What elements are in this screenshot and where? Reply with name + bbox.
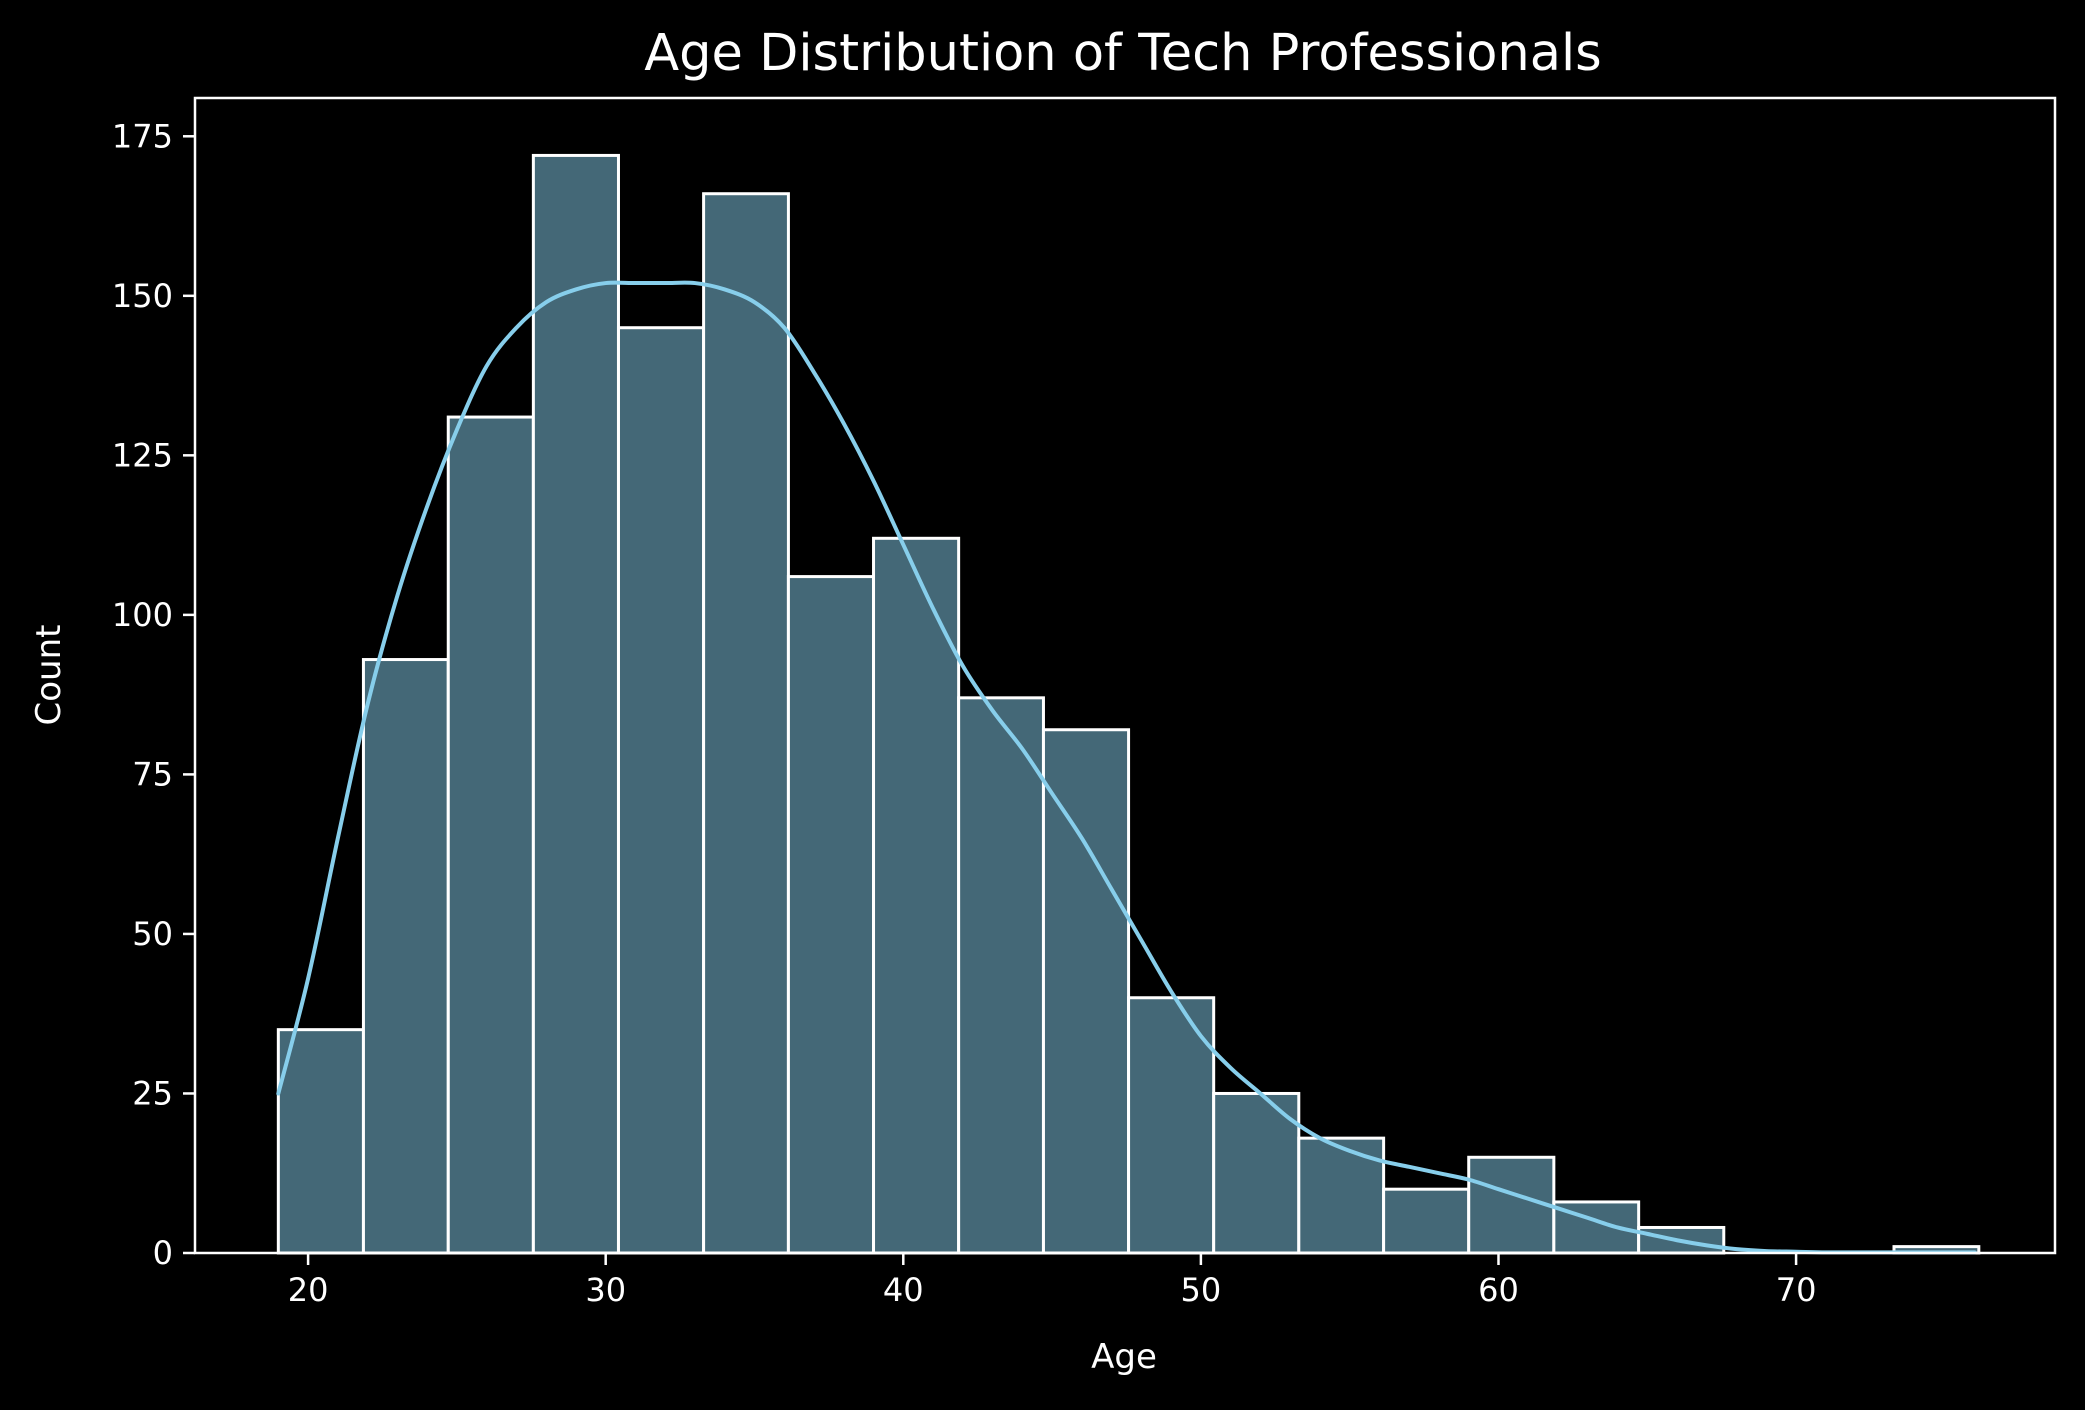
histogram-bar-3 bbox=[531, 153, 620, 1255]
x-tick-label-70: 70 bbox=[1776, 1271, 1817, 1309]
histogram-bar-0 bbox=[276, 1028, 365, 1255]
histogram-bar-9 bbox=[1041, 728, 1131, 1255]
y-tick-label-100: 100 bbox=[112, 596, 173, 634]
x-tick-label-60: 60 bbox=[1478, 1271, 1519, 1309]
y-tick-label-25: 25 bbox=[132, 1074, 173, 1112]
y-axis-ticks: 0 25 50 75 100 125 150 175 bbox=[112, 117, 195, 1272]
histogram-bar-2 bbox=[446, 415, 535, 1255]
histogram-bar-6 bbox=[786, 575, 876, 1255]
x-tick-label-40: 40 bbox=[883, 1271, 924, 1309]
histogram-bar-1 bbox=[361, 658, 450, 1255]
y-tick-label-50: 50 bbox=[132, 915, 173, 953]
y-tick-label-150: 150 bbox=[112, 277, 173, 315]
x-tick-label-30: 30 bbox=[585, 1271, 626, 1309]
x-tick-label-50: 50 bbox=[1181, 1271, 1222, 1309]
histogram-bar-11 bbox=[1212, 1091, 1301, 1255]
histogram-bar-8 bbox=[957, 696, 1045, 1255]
y-tick-label-125: 125 bbox=[112, 436, 173, 474]
histogram-bar-7 bbox=[872, 536, 961, 1255]
y-tick-label-175: 175 bbox=[112, 117, 173, 155]
histogram-bars bbox=[276, 153, 1981, 1255]
kde-curve bbox=[276, 280, 1977, 1255]
chart-title: Age Distribution of Tech Professionals bbox=[644, 24, 1601, 83]
histogram-bar-12 bbox=[1297, 1136, 1386, 1255]
plot-frame bbox=[193, 96, 2057, 1255]
histogram-bar-13 bbox=[1382, 1187, 1471, 1255]
x-axis-label: Age bbox=[1091, 1337, 1157, 1377]
y-axis-label: Count bbox=[29, 625, 69, 726]
y-tick-label-0: 0 bbox=[153, 1234, 173, 1272]
x-tick-label-20: 20 bbox=[288, 1271, 329, 1309]
x-axis-ticks: 20 30 40 50 60 70 bbox=[288, 1253, 1817, 1309]
histogram-bar-14 bbox=[1467, 1155, 1556, 1255]
histogram-bar-4 bbox=[616, 326, 706, 1255]
y-tick-label-75: 75 bbox=[132, 755, 173, 793]
histogram-bar-5 bbox=[702, 192, 790, 1255]
